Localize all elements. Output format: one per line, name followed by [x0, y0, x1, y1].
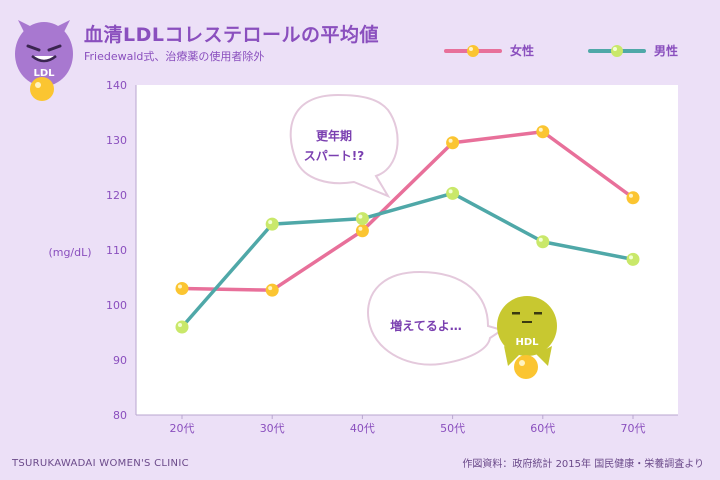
- y-tick-label: 120: [106, 189, 127, 202]
- data-point-1: [536, 235, 550, 249]
- ldl-mascot-icon: LDL: [15, 20, 73, 101]
- series-line-1: [180, 191, 635, 329]
- data-point-highlight: [268, 220, 273, 225]
- hdl-mascot-label: HDL: [515, 337, 539, 348]
- x-tick-label: 70代: [621, 422, 646, 435]
- data-point-highlight: [538, 127, 543, 132]
- ldl-mascot-label: LDL: [33, 68, 55, 79]
- y-tick-label: 80: [113, 409, 127, 422]
- legend-male-marker-icon: [588, 44, 646, 57]
- data-point-1: [446, 186, 460, 200]
- data-point-1: [626, 252, 640, 266]
- data-point-highlight: [178, 323, 182, 327]
- hdl-mascot-icon: HDL: [497, 296, 557, 379]
- legend-female-marker-icon: [444, 44, 502, 57]
- data-point-highlight: [629, 193, 633, 198]
- bubble-top-line1: 更年期: [316, 128, 352, 143]
- x-tick-label: 60代: [530, 422, 555, 435]
- legend-male: 男性: [588, 42, 678, 59]
- speech-bubble-top: 更年期 スパート!?: [289, 93, 399, 199]
- data-point-0: [536, 125, 550, 139]
- data-point-0: [446, 136, 460, 150]
- clinic-name: TSURUKAWADAI WOMEN'S CLINIC: [12, 458, 189, 469]
- speech-bubble-bottom: 増えてるよ…: [367, 270, 505, 366]
- data-point-0: [355, 224, 369, 238]
- data-point-highlight: [629, 255, 633, 260]
- data-point-1: [355, 212, 369, 226]
- x-tick-label: 40代: [350, 422, 375, 435]
- x-tick-label: 50代: [440, 422, 465, 435]
- y-tick-label: 110: [106, 244, 127, 257]
- data-point-highlight: [268, 286, 273, 291]
- x-tick-label: 30代: [260, 422, 285, 435]
- bubble-bottom-text: 増えてるよ…: [390, 318, 461, 333]
- data-point-0: [175, 282, 189, 295]
- data-point-highlight: [178, 284, 182, 289]
- data-point-highlight: [358, 226, 363, 231]
- source-note: 作図資料：政府統計 2015年 国民健康・栄養調査より: [462, 459, 704, 470]
- legend-male-label: 男性: [654, 44, 679, 58]
- data-point-1: [175, 320, 189, 334]
- y-tick-label: 90: [113, 354, 127, 367]
- data-point-highlight: [448, 138, 453, 143]
- legend-female: 女性: [444, 42, 534, 59]
- data-point-1: [265, 217, 279, 231]
- legend-female-label: 女性: [510, 44, 535, 58]
- data-point-highlight: [358, 214, 363, 219]
- plot-area: [136, 85, 678, 415]
- series-line-0: [180, 130, 635, 292]
- data-point-0: [265, 283, 279, 297]
- page-title: 血清LDLコレステロールの平均値: [84, 24, 379, 46]
- page-subtitle: Friedewald式、治療薬の使用者除外: [84, 50, 265, 63]
- data-point-0: [626, 191, 640, 205]
- data-point-highlight: [448, 189, 453, 194]
- y-tick-label: 130: [106, 134, 127, 147]
- data-point-highlight: [538, 237, 543, 242]
- x-tick-label: 20代: [170, 422, 195, 435]
- y-axis-label: (mg/dL): [48, 246, 91, 259]
- y-tick-label: 140: [106, 79, 127, 92]
- y-tick-label: 100: [106, 299, 127, 312]
- bubble-top-line2: スパート!?: [304, 149, 364, 163]
